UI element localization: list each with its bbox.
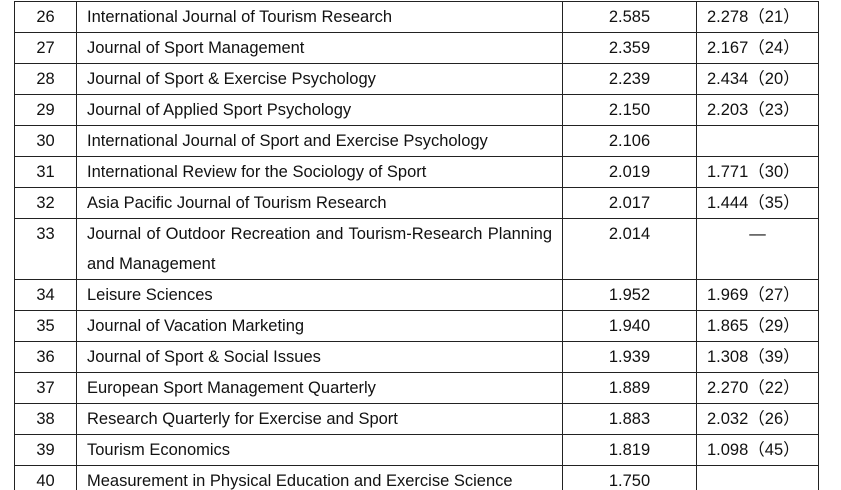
journal-cell: Asia Pacific Journal of Tourism Research xyxy=(76,187,563,219)
value-cell: 1.952 xyxy=(562,279,697,311)
table-row: 35 Journal of Vacation Marketing 1.940 1.86… xyxy=(14,310,819,342)
previous-cell: 1.771（30） xyxy=(696,156,819,188)
rank-cell: 32 xyxy=(14,187,77,219)
journal-cell: Research Quarterly for Exercise and Spor… xyxy=(76,403,563,435)
table-row: 27 Journal of Sport Management 2.359 2.167（… xyxy=(14,32,819,64)
previous-cell: 1.444（35） xyxy=(696,187,819,219)
journal-cell: International Journal of Tourism Researc… xyxy=(76,1,563,33)
value-cell: 2.359 xyxy=(562,32,697,64)
rank-cell: 34 xyxy=(14,279,77,311)
journal-cell: Journal of Outdoor Recreation and Touris… xyxy=(76,218,563,280)
previous-cell: 1.098（45） xyxy=(696,434,819,466)
table-row: 34 Leisure Sciences 1.952 1.969（27） xyxy=(14,279,819,311)
value-cell: 1.889 xyxy=(562,372,697,404)
journal-cell: Journal of Sport & Social Issues xyxy=(76,341,563,373)
rank-cell: 35 xyxy=(14,310,77,342)
journal-cell: Journal of Sport & Exercise Psychology xyxy=(76,63,563,95)
previous-cell: 2.203（23） xyxy=(696,94,819,126)
table-row: 32 Asia Pacific Journal of Tourism Resear… xyxy=(14,187,819,219)
value-cell: 2.014 xyxy=(562,218,697,280)
previous-cell: 1.969（27） xyxy=(696,279,819,311)
journal-cell: International Journal of Sport and Exerc… xyxy=(76,125,563,157)
value-cell: 1.819 xyxy=(562,434,697,466)
rank-cell: 40 xyxy=(14,465,77,490)
table-row: 31 International Review for the Sociology… xyxy=(14,156,819,188)
value-cell: 1.939 xyxy=(562,341,697,373)
table-row: 28 Journal of Sport & Exercise Psychology… xyxy=(14,63,819,95)
rank-cell: 36 xyxy=(14,341,77,373)
previous-cell: 2.278（21） xyxy=(696,1,819,33)
value-cell: 2.106 xyxy=(562,125,697,157)
rank-cell: 26 xyxy=(14,1,77,33)
table-row: 36 Journal of Sport & Social Issues 1.939 1… xyxy=(14,341,819,373)
previous-cell xyxy=(696,465,819,490)
previous-cell: 2.167（24） xyxy=(696,32,819,64)
value-cell: 2.017 xyxy=(562,187,697,219)
rank-cell: 29 xyxy=(14,94,77,126)
table-row: 26 International Journal of Tourism Resea… xyxy=(14,1,819,33)
rank-cell: 39 xyxy=(14,434,77,466)
journal-cell: Leisure Sciences xyxy=(76,279,563,311)
rank-cell: 28 xyxy=(14,63,77,95)
previous-cell: — xyxy=(696,218,819,280)
journal-cell: Journal of Sport Management xyxy=(76,32,563,64)
value-cell: 2.019 xyxy=(562,156,697,188)
value-cell: 1.750 xyxy=(562,465,697,490)
previous-cell: 2.032（26） xyxy=(696,403,819,435)
table-row: 37 European Sport Management Quarterly 1.8… xyxy=(14,372,819,404)
journal-cell: Tourism Economics xyxy=(76,434,563,466)
rank-cell: 27 xyxy=(14,32,77,64)
previous-cell: 1.865（29） xyxy=(696,310,819,342)
value-cell: 1.940 xyxy=(562,310,697,342)
rank-cell: 33 xyxy=(14,218,77,280)
table-row: 40 Measurement in Physical Education and … xyxy=(14,465,819,490)
rank-cell: 37 xyxy=(14,372,77,404)
previous-cell xyxy=(696,125,819,157)
journal-table: 26 International Journal of Tourism Resea… xyxy=(14,1,819,490)
table-row: 33 Journal of Outdoor Recreation and Tour… xyxy=(14,218,819,280)
previous-cell: 2.434（20） xyxy=(696,63,819,95)
rank-cell: 30 xyxy=(14,125,77,157)
previous-cell: 1.308（39） xyxy=(696,341,819,373)
table-row: 30 International Journal of Sport and Exe… xyxy=(14,125,819,157)
table-row: 38 Research Quarterly for Exercise and Sp… xyxy=(14,403,819,435)
previous-cell: 2.270（22） xyxy=(696,372,819,404)
journal-cell: European Sport Management Quarterly xyxy=(76,372,563,404)
journal-cell: Measurement in Physical Education and Ex… xyxy=(76,465,563,490)
journal-cell: International Review for the Sociology o… xyxy=(76,156,563,188)
journal-cell: Journal of Vacation Marketing xyxy=(76,310,563,342)
rank-cell: 38 xyxy=(14,403,77,435)
value-cell: 1.883 xyxy=(562,403,697,435)
journal-cell: Journal of Applied Sport Psychology xyxy=(76,94,563,126)
rank-cell: 31 xyxy=(14,156,77,188)
table-row: 39 Tourism Economics 1.819 1.098（45） xyxy=(14,434,819,466)
table-row: 29 Journal of Applied Sport Psychology 2.1… xyxy=(14,94,819,126)
value-cell: 2.585 xyxy=(562,1,697,33)
value-cell: 2.239 xyxy=(562,63,697,95)
value-cell: 2.150 xyxy=(562,94,697,126)
